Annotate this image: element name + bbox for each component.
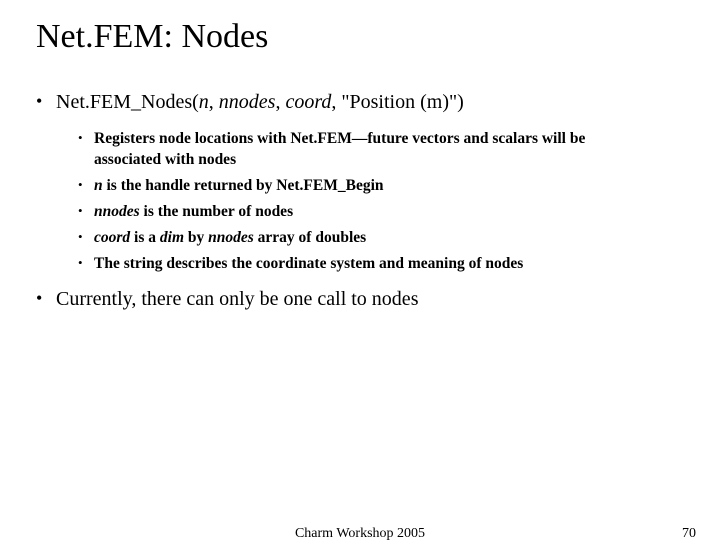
sub4-nnodes: nnodes bbox=[208, 229, 254, 246]
sub4-dim: dim bbox=[160, 229, 184, 246]
slide-title: Net.FEM: Nodes bbox=[36, 18, 690, 56]
sub4-var: coord bbox=[94, 229, 130, 246]
sub2-text: is the handle returned by Net.FEM_Begin bbox=[103, 177, 384, 194]
sub3-text: is the number of nodes bbox=[140, 203, 293, 220]
sub-bullet-n: n is the handle returned by Net.FEM_Begi… bbox=[56, 176, 690, 197]
sub-bullet-nnodes: nnodes is the number of nodes bbox=[56, 202, 690, 223]
sig-arg-n: n bbox=[199, 91, 209, 113]
inner-list: Registers node locations with Net.FEM—fu… bbox=[56, 129, 690, 275]
sig-sep1: , bbox=[209, 91, 219, 113]
outer-list: Net.FEM_Nodes(n, nnodes, coord, "Positio… bbox=[30, 90, 690, 312]
sig-sep2: , bbox=[275, 91, 285, 113]
sub3-var: nnodes bbox=[94, 203, 140, 220]
sub-bullet-string: The string describes the coordinate syst… bbox=[56, 254, 690, 275]
sub4-t1: is a bbox=[130, 229, 160, 246]
slide: Net.FEM: Nodes Net.FEM_Nodes(n, nnodes, … bbox=[0, 0, 720, 540]
sig-tail: "Position (m)") bbox=[341, 91, 463, 113]
sig-arg-coord: coord bbox=[285, 91, 331, 113]
sub1-line1: Registers node locations with Net.FEM—fu… bbox=[94, 130, 585, 147]
sub-bullet-registers: Registers node locations with Net.FEM—fu… bbox=[56, 129, 690, 171]
bullet-currently: Currently, there can only be one call to… bbox=[30, 287, 690, 312]
sub4-t3: array of doubles bbox=[254, 229, 366, 246]
sig-prefix: Net.FEM_Nodes( bbox=[56, 91, 199, 113]
sig-sep3: , bbox=[331, 91, 341, 113]
bullet2-text: Currently, there can only be one call to… bbox=[56, 288, 418, 310]
sub2-var: n bbox=[94, 177, 103, 194]
sub5-text: The string describes the coordinate syst… bbox=[94, 255, 523, 272]
bullet-function-signature: Net.FEM_Nodes(n, nnodes, coord, "Positio… bbox=[30, 90, 690, 275]
sub1-line2: associated with nodes bbox=[94, 151, 236, 168]
sub4-t2: by bbox=[184, 229, 208, 246]
sub-bullet-coord: coord is a dim by nnodes array of double… bbox=[56, 228, 690, 249]
sig-arg-nnodes: nnodes bbox=[219, 91, 276, 113]
